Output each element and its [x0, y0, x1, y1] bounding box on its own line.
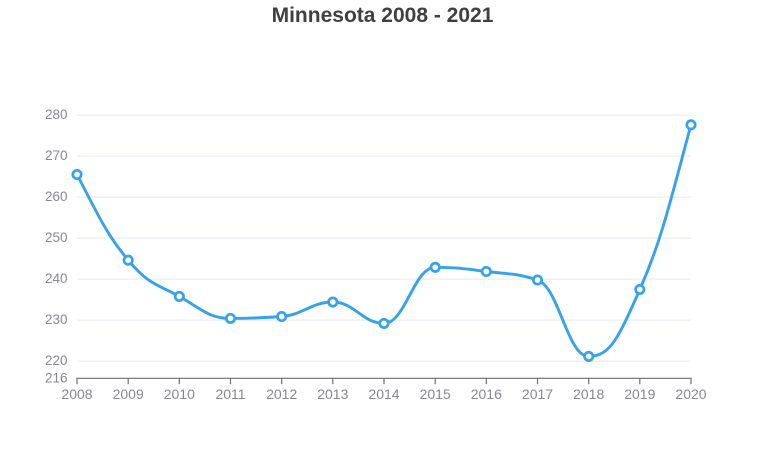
svg-text:230: 230 — [45, 312, 68, 327]
svg-text:220: 220 — [45, 353, 68, 368]
svg-text:2008: 2008 — [61, 386, 92, 402]
svg-text:Minnesota 2008 - 2021: Minnesota 2008 - 2021 — [272, 4, 494, 27]
svg-text:270: 270 — [45, 148, 68, 163]
svg-text:2017: 2017 — [522, 386, 553, 402]
svg-text:250: 250 — [45, 230, 68, 245]
svg-text:2012: 2012 — [266, 386, 297, 402]
svg-text:2015: 2015 — [420, 386, 451, 402]
svg-text:280: 280 — [45, 107, 68, 122]
svg-text:240: 240 — [45, 271, 68, 286]
svg-text:2010: 2010 — [164, 386, 195, 402]
svg-text:2014: 2014 — [368, 386, 399, 402]
svg-text:216: 216 — [45, 371, 68, 386]
svg-text:2019: 2019 — [624, 386, 655, 402]
svg-text:2013: 2013 — [317, 386, 348, 402]
svg-text:2018: 2018 — [573, 386, 604, 402]
svg-text:2020: 2020 — [675, 386, 706, 402]
svg-text:2016: 2016 — [471, 386, 502, 402]
svg-text:2009: 2009 — [113, 386, 144, 402]
svg-text:260: 260 — [45, 189, 68, 204]
svg-text:2011: 2011 — [215, 386, 245, 402]
